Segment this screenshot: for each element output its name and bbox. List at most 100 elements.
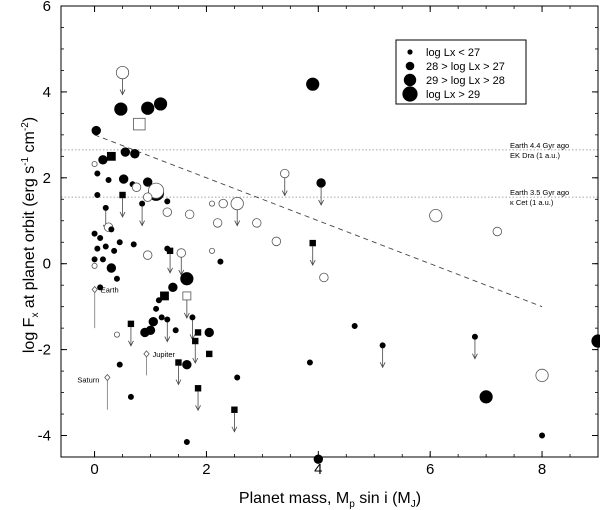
data-point	[175, 359, 182, 366]
data-point	[116, 239, 123, 246]
y-axis-title: log Fx at planet orbit (erg s-1 cm-2)	[20, 117, 41, 353]
data-point	[209, 200, 216, 207]
x-tick-label: 0	[90, 461, 98, 478]
data-point	[131, 182, 142, 192]
x-axis-title: Planet mass, Mp sin i (MJ)	[239, 490, 421, 510]
data-point	[97, 234, 104, 241]
data-point	[168, 282, 178, 293]
data-point	[141, 101, 155, 115]
reference-label: Earth 4.4 Gyr ago	[510, 141, 569, 150]
data-point	[113, 331, 120, 338]
data-point	[182, 359, 192, 370]
data-point	[127, 393, 134, 400]
x-tick-label: 4	[314, 461, 322, 478]
data-point	[148, 317, 158, 327]
plot-frame	[60, 5, 599, 458]
data-point	[209, 247, 216, 254]
data-point	[212, 218, 223, 228]
y-tick-label: -4	[38, 428, 51, 445]
planet-label: Earth	[101, 285, 119, 294]
data-point	[479, 390, 493, 404]
data-point	[204, 327, 214, 338]
data-point	[153, 305, 160, 312]
data-point	[183, 438, 190, 445]
upper-limit-arrowhead	[281, 190, 288, 197]
planet-marker	[91, 285, 98, 294]
data-point	[158, 314, 165, 321]
data-point	[176, 248, 186, 258]
data-point	[111, 247, 118, 254]
data-point	[105, 176, 112, 183]
data-point	[319, 272, 329, 283]
reference-label: κ Cet (1 a.u.)	[510, 198, 554, 207]
upper-limit-arrowhead	[184, 312, 190, 319]
y-tick-label: -2	[38, 342, 51, 359]
upper-limit-arrowhead	[472, 353, 478, 360]
data-point	[91, 161, 98, 168]
data-point	[379, 342, 386, 349]
data-point	[280, 168, 290, 179]
planet-label: Jupiter	[153, 350, 176, 359]
data-point	[194, 385, 202, 392]
data-point	[140, 327, 150, 338]
legend-label: log Lx > 29	[426, 89, 480, 101]
data-point	[99, 256, 106, 263]
data-point	[127, 320, 135, 328]
data-point	[230, 196, 244, 211]
data-point	[91, 125, 101, 136]
upper-limit-arrowhead	[192, 357, 199, 364]
upper-limit-arrowhead	[128, 340, 134, 347]
data-point	[306, 359, 313, 366]
data-point	[164, 198, 171, 205]
data-point	[218, 198, 228, 209]
data-point	[164, 316, 171, 323]
legend-marker	[402, 86, 418, 102]
upper-limit-arrowhead	[119, 211, 126, 218]
planet-label: Saturn	[77, 376, 99, 385]
reference-label: Earth 3.5 Gyr ago	[510, 188, 569, 197]
data-point	[192, 337, 199, 345]
data-point	[217, 258, 224, 265]
data-point	[143, 250, 153, 260]
data-point	[591, 334, 600, 348]
y-tick-label: 6	[43, 0, 51, 15]
planet-marker	[104, 373, 111, 382]
x-tick-label: 2	[202, 461, 210, 478]
legend-marker	[407, 49, 413, 55]
data-point	[102, 243, 109, 250]
data-point	[130, 149, 140, 159]
data-point	[120, 147, 131, 157]
y-tick-label: 4	[43, 84, 51, 101]
data-point	[106, 151, 116, 161]
data-point	[119, 191, 126, 199]
data-point	[471, 333, 478, 340]
upper-limit-arrowhead	[164, 336, 171, 343]
legend-label: 29 > log Lx > 28	[426, 75, 505, 87]
trend-line	[94, 134, 543, 308]
upper-limit-arrowhead	[139, 220, 145, 227]
data-point	[189, 314, 196, 321]
data-point	[91, 230, 98, 237]
data-point	[492, 226, 503, 237]
data-point	[148, 182, 165, 199]
data-point	[306, 77, 320, 91]
data-point	[130, 241, 137, 248]
y-tick-label: 2	[43, 170, 51, 187]
data-point	[102, 204, 109, 211]
planet-marker	[143, 350, 150, 358]
data-point	[108, 226, 115, 233]
data-point	[133, 117, 146, 131]
data-point	[539, 432, 546, 439]
legend-marker	[403, 73, 417, 87]
upper-limit-arrowhead	[231, 426, 238, 433]
data-point	[180, 272, 194, 286]
legend-marker	[405, 61, 415, 71]
data-point	[106, 263, 117, 273]
upper-limit-arrowhead	[318, 199, 324, 206]
data-point	[153, 97, 168, 111]
data-point	[271, 236, 282, 247]
data-point	[143, 177, 153, 187]
legend: log Lx < 27 28 > log Lx > 27 29 > log Lx >…	[395, 39, 527, 105]
